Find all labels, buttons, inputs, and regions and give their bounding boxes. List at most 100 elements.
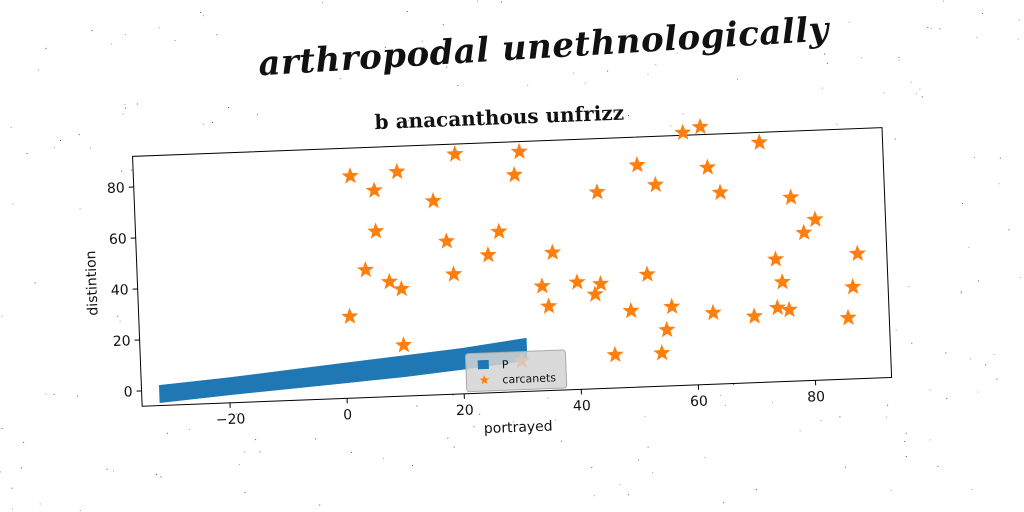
carcanets-point	[768, 298, 786, 316]
carcanets-point	[367, 222, 385, 239]
speckle	[960, 292, 962, 294]
speckle	[125, 107, 127, 109]
speckle	[894, 138, 896, 140]
carcanets-point	[663, 297, 681, 315]
speckle	[11, 487, 13, 489]
speckle	[886, 416, 888, 418]
speckle	[839, 416, 841, 418]
speckle	[960, 291, 962, 292]
speckle	[23, 441, 25, 443]
speckle	[216, 34, 218, 36]
speckle	[156, 473, 158, 475]
speckle	[905, 456, 907, 457]
speckle	[647, 446, 649, 448]
speckle	[973, 157, 975, 158]
speckle	[421, 40, 423, 42]
speckle	[319, 504, 321, 506]
speckle	[943, 0, 944, 2]
speckle	[799, 430, 801, 432]
speckle	[946, 398, 948, 400]
speckle	[527, 84, 529, 86]
speckle	[929, 389, 931, 391]
speckle	[937, 465, 939, 467]
x-tick-label: 0	[343, 407, 353, 423]
carcanets-point	[388, 162, 406, 180]
speckle	[670, 125, 672, 127]
carcanets-point	[773, 273, 791, 290]
x-tick-label: 40	[573, 398, 591, 415]
y-tick-label: 0	[123, 384, 133, 400]
speckle	[1018, 19, 1020, 21]
speckle	[554, 419, 556, 421]
y-tick-label: 80	[107, 180, 125, 197]
legend-box	[464, 349, 568, 393]
speckle	[755, 489, 757, 491]
speckle	[91, 30, 93, 31]
speckle	[999, 157, 1001, 159]
speckle	[228, 107, 230, 108]
speckle	[106, 468, 108, 470]
x-tick-label: 60	[690, 394, 708, 411]
speckle	[704, 457, 706, 459]
speckle	[256, 114, 258, 116]
carcanets-point	[704, 303, 722, 321]
y-axis-label: distintion	[83, 250, 101, 316]
speckle	[724, 404, 726, 406]
carcanets-point	[356, 260, 375, 278]
speckle	[970, 358, 972, 360]
speckle	[652, 472, 654, 474]
speckle	[124, 103, 126, 105]
speckle	[322, 2, 323, 4]
carcanets-point	[780, 300, 798, 318]
speckle	[929, 439, 931, 441]
speckle	[607, 70, 609, 72]
speckle	[737, 79, 738, 81]
speckle	[939, 28, 941, 30]
speckle	[45, 47, 47, 49]
speckle	[45, 393, 47, 395]
speckle	[243, 451, 245, 453]
speckle	[820, 420, 822, 422]
carcanets-point	[394, 336, 413, 353]
speckle	[822, 87, 823, 89]
carcanets-point	[437, 232, 456, 249]
speckle	[382, 457, 384, 459]
carcanets-point	[844, 278, 862, 295]
speckle	[416, 405, 418, 407]
carcanets-point	[505, 165, 523, 183]
legend-label-p: P	[502, 358, 509, 371]
speckle	[39, 503, 41, 505]
speckle	[1019, 277, 1021, 279]
speckle	[927, 27, 929, 28]
legend-swatch-carcanets	[479, 375, 490, 385]
carcanets-point	[674, 123, 692, 141]
y-tick-label: 20	[113, 333, 131, 350]
speckle	[676, 52, 678, 54]
speckle	[200, 12, 202, 13]
carcanets-point	[591, 274, 610, 292]
speckle	[238, 464, 240, 466]
speckle	[113, 470, 114, 472]
carcanets-point	[479, 246, 497, 263]
carcanets-point	[711, 183, 729, 201]
speckle	[908, 286, 910, 288]
speckle	[121, 170, 123, 172]
carcanets-point	[424, 192, 442, 209]
speckle	[203, 15, 204, 17]
speckle	[682, 113, 684, 115]
speckle	[619, 484, 621, 486]
speckle	[21, 467, 22, 469]
speckle	[978, 280, 979, 282]
speckle	[188, 429, 190, 430]
carcanets-point	[658, 320, 676, 338]
speckle	[996, 378, 998, 380]
plot-area	[132, 127, 893, 407]
carcanets-point	[341, 307, 359, 324]
speckle	[591, 466, 593, 468]
carcanets-point	[606, 345, 624, 363]
speckle	[560, 440, 562, 442]
speckle	[79, 208, 81, 210]
chart-title: b anacanthous unfrizz	[374, 101, 624, 135]
